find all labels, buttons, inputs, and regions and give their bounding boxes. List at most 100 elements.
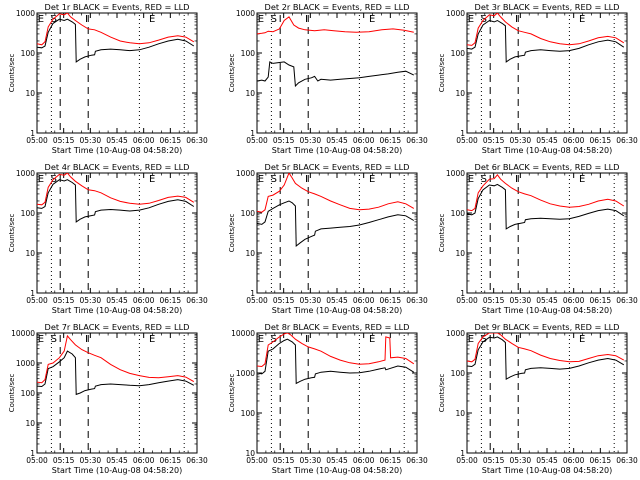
lld-series-line: [257, 333, 415, 368]
panel-title: Det 3r BLACK = Events, RED = LLD: [475, 2, 620, 12]
x-tick-label: 06:15: [590, 136, 612, 145]
y-tick-label: 1000: [446, 329, 465, 338]
x-tick-label: 06:30: [186, 456, 208, 465]
x-axis-label: Start Time (10-Aug-08 04:58:20): [482, 466, 613, 475]
x-tick-label: 05:30: [300, 296, 322, 305]
plot-frame: [466, 12, 628, 134]
annotation-label: I: [305, 174, 308, 185]
y-tick-label: 10: [245, 249, 255, 258]
panel-title: Det 4r BLACK = Events, RED = LLD: [45, 162, 190, 172]
x-axis-label: Start Time (10-Aug-08 04:58:20): [482, 146, 613, 155]
x-tick-label: 05:45: [106, 136, 128, 145]
lld-series-line: [467, 13, 625, 46]
x-tick-label: 05:00: [26, 296, 48, 305]
y-tick-label: 100: [241, 409, 256, 418]
annotation-label: I: [85, 174, 88, 185]
x-tick-label: 05:30: [510, 296, 532, 305]
detector-panel-5: Det 5r BLACK = Events, RED = LLD 1 10 100 10…: [228, 162, 428, 315]
annotation-label: E: [149, 174, 155, 185]
x-tick-label: 05:00: [456, 136, 478, 145]
x-tick-label: 05:30: [80, 296, 102, 305]
y-axis-label: Counts/sec: [228, 214, 236, 253]
y-tick-label: 10: [25, 89, 35, 98]
detector-panel-6: Det 6r BLACK = Events, RED = LLD 1 10 100 10…: [438, 162, 638, 315]
x-tick-label: 05:00: [26, 456, 48, 465]
x-tick-label: 06:15: [590, 296, 612, 305]
x-axis-label: Start Time (10-Aug-08 04:58:20): [52, 306, 183, 315]
events-series-line: [37, 179, 195, 223]
x-tick-label: 06:15: [160, 136, 182, 145]
x-tick-label: 06:00: [353, 136, 375, 145]
y-tick-label: 100: [21, 49, 36, 58]
y-tick-label: 1000: [446, 9, 465, 18]
y-tick-label: 10: [25, 419, 35, 428]
x-tick-label: 05:00: [246, 456, 268, 465]
x-tick-label: 06:00: [133, 296, 155, 305]
y-axis-label: Counts/sec: [438, 374, 446, 413]
plot-frame: [466, 172, 628, 294]
annotation-label: E: [38, 334, 44, 345]
y-tick-label: 1: [250, 289, 255, 298]
y-tick-label: 1000: [16, 359, 35, 368]
x-axis-label: Start Time (10-Aug-08 04:58:20): [482, 306, 613, 315]
annotation-label: I: [305, 14, 308, 25]
y-tick-label: 1000: [16, 9, 35, 18]
plot-frame: [36, 172, 198, 294]
annotation-label: E: [149, 334, 155, 345]
detector-panel-4: Det 4r BLACK = Events, RED = LLD 1 10 100 10…: [8, 162, 208, 315]
x-tick-label: 06:00: [563, 456, 585, 465]
x-tick-label: 05:45: [106, 456, 128, 465]
y-tick-label: 100: [451, 209, 466, 218]
x-tick-label: 05:45: [326, 296, 348, 305]
x-tick-label: 06:30: [186, 136, 208, 145]
x-tick-label: 06:15: [590, 456, 612, 465]
x-tick-label: 05:15: [483, 296, 505, 305]
x-tick-label: 06:00: [563, 136, 585, 145]
x-tick-label: 05:00: [456, 456, 478, 465]
detector-panel-2: Det 2r BLACK = Events, RED = LLD 1 10 100 10…: [228, 2, 428, 155]
annotation-label: S: [271, 174, 277, 185]
annotation-label: I: [515, 334, 518, 345]
x-tick-label: 05:15: [273, 296, 295, 305]
panel-title: Det 9r BLACK = Events, RED = LLD: [475, 322, 620, 332]
x-tick-label: 05:15: [53, 456, 75, 465]
annotation-label: E: [468, 334, 474, 345]
y-tick-label: 10: [25, 249, 35, 258]
plot-frame: [466, 332, 628, 454]
x-axis-label: Start Time (10-Aug-08 04:58:20): [272, 306, 403, 315]
x-tick-label: 05:45: [536, 296, 558, 305]
x-tick-label: 05:00: [246, 296, 268, 305]
x-tick-label: 06:30: [406, 296, 428, 305]
annotation-label: E: [258, 174, 264, 185]
y-tick-label: 1: [460, 289, 465, 298]
x-tick-label: 05:30: [510, 456, 532, 465]
x-tick-label: 06:15: [380, 136, 402, 145]
events-series-line: [257, 200, 415, 248]
events-series-line: [467, 19, 625, 63]
panel-title: Det 2r BLACK = Events, RED = LLD: [265, 2, 410, 12]
annotation-label: S: [271, 14, 277, 25]
panel-title: Det 6r BLACK = Events, RED = LLD: [475, 162, 620, 172]
x-tick-label: 05:00: [246, 136, 268, 145]
x-tick-label: 06:00: [353, 456, 375, 465]
y-tick-label: 10000: [231, 329, 255, 338]
x-tick-label: 06:15: [160, 456, 182, 465]
x-tick-label: 05:15: [273, 136, 295, 145]
y-tick-label: 1: [460, 449, 465, 458]
y-tick-label: 100: [241, 49, 256, 58]
x-tick-label: 05:45: [536, 136, 558, 145]
events-series-line: [467, 183, 625, 230]
x-tick-label: 05:00: [456, 296, 478, 305]
annotation-label: E: [258, 14, 264, 25]
annotation-label: E: [149, 14, 155, 25]
y-axis-label: Counts/sec: [228, 54, 236, 93]
annotation-label: E: [579, 174, 585, 185]
x-tick-label: 05:45: [326, 136, 348, 145]
annotation-label: E: [468, 14, 474, 25]
y-tick-label: 1000: [236, 369, 255, 378]
annotation-label: S: [481, 174, 487, 185]
events-series-line: [37, 18, 195, 63]
events-series-line: [37, 350, 195, 396]
y-axis-label: Counts/sec: [228, 374, 236, 413]
annotation-label: S: [481, 334, 487, 345]
